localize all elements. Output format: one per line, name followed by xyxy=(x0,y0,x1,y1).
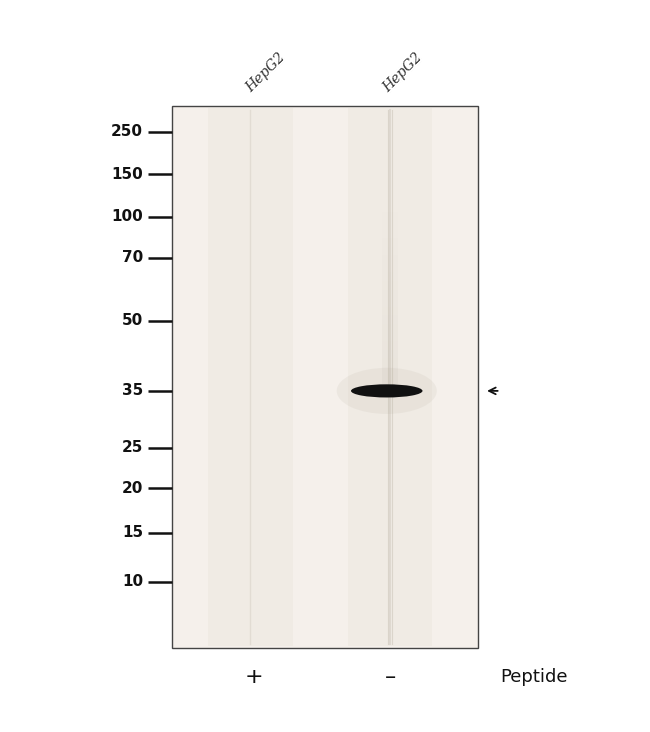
Bar xyxy=(382,307,398,315)
Bar xyxy=(382,350,398,359)
Text: 15: 15 xyxy=(122,526,143,540)
Ellipse shape xyxy=(337,367,437,414)
Bar xyxy=(382,264,398,272)
Bar xyxy=(382,367,398,376)
Text: 100: 100 xyxy=(111,209,143,224)
Bar xyxy=(382,315,398,324)
Bar xyxy=(382,299,398,307)
Text: HepG2: HepG2 xyxy=(244,51,289,95)
Text: 50: 50 xyxy=(122,313,143,328)
Bar xyxy=(208,108,292,646)
Bar xyxy=(382,247,398,255)
Text: HepG2: HepG2 xyxy=(380,51,425,95)
Bar xyxy=(382,290,398,299)
Bar xyxy=(382,212,398,221)
Bar xyxy=(382,255,398,264)
Text: 250: 250 xyxy=(111,124,143,139)
Text: 20: 20 xyxy=(122,481,143,496)
Bar xyxy=(348,108,432,646)
Bar xyxy=(382,221,398,230)
Bar xyxy=(382,341,398,350)
Text: 25: 25 xyxy=(122,441,143,455)
Text: 150: 150 xyxy=(111,167,143,182)
Bar xyxy=(382,230,398,238)
Bar xyxy=(172,106,478,648)
Bar xyxy=(382,376,398,384)
Text: 70: 70 xyxy=(122,250,143,265)
Bar xyxy=(382,359,398,367)
Text: +: + xyxy=(244,667,263,687)
Ellipse shape xyxy=(351,384,422,397)
Text: Peptide: Peptide xyxy=(500,668,568,686)
Bar xyxy=(382,281,398,290)
Text: 35: 35 xyxy=(122,384,143,398)
Bar xyxy=(382,332,398,341)
Bar xyxy=(382,272,398,281)
Bar xyxy=(382,324,398,332)
Text: 10: 10 xyxy=(122,575,143,589)
Text: –: – xyxy=(384,667,396,687)
Bar xyxy=(382,238,398,247)
